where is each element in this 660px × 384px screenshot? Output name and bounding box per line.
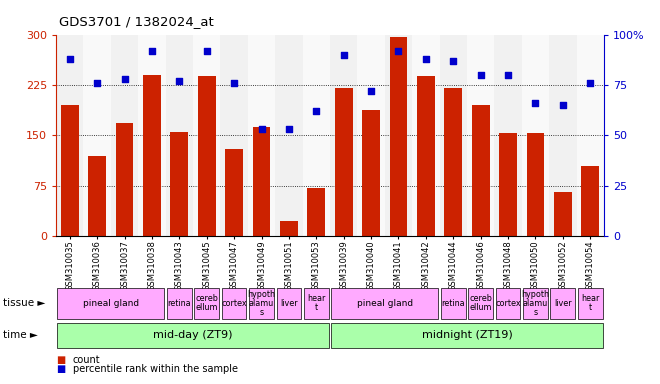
- Bar: [193, 35, 220, 236]
- Text: hear
t: hear t: [307, 295, 325, 312]
- Bar: [220, 35, 248, 236]
- Bar: [143, 75, 161, 236]
- Bar: [56, 35, 83, 236]
- Bar: [549, 35, 577, 236]
- Text: retina: retina: [442, 299, 465, 308]
- Text: pineal gland: pineal gland: [356, 299, 413, 308]
- Bar: [170, 132, 188, 236]
- Bar: [115, 123, 133, 236]
- Text: cereb
ellum: cereb ellum: [469, 295, 492, 312]
- Bar: [225, 149, 243, 236]
- Point: [311, 108, 321, 114]
- Text: cortex: cortex: [221, 299, 247, 308]
- Bar: [440, 35, 467, 236]
- Point: [174, 78, 185, 84]
- Bar: [444, 88, 462, 236]
- Bar: [527, 133, 544, 236]
- Bar: [385, 35, 412, 236]
- Bar: [138, 35, 166, 236]
- Bar: [554, 192, 572, 236]
- Text: ■: ■: [56, 355, 65, 365]
- Bar: [280, 221, 298, 236]
- Bar: [577, 35, 604, 236]
- Bar: [362, 110, 380, 236]
- Bar: [467, 35, 494, 236]
- Bar: [358, 35, 385, 236]
- Text: mid-day (ZT9): mid-day (ZT9): [153, 330, 233, 340]
- Point: [393, 48, 404, 54]
- Text: liver: liver: [280, 299, 298, 308]
- Text: hypoth
alamu
s: hypoth alamu s: [521, 290, 549, 317]
- Bar: [83, 35, 111, 236]
- Text: hear
t: hear t: [581, 295, 599, 312]
- Text: hypoth
alamu
s: hypoth alamu s: [248, 290, 275, 317]
- Point: [92, 80, 102, 86]
- Text: ■: ■: [56, 364, 65, 374]
- Text: count: count: [73, 355, 100, 365]
- Bar: [308, 188, 325, 236]
- Point: [201, 48, 212, 54]
- Bar: [499, 133, 517, 236]
- Point: [339, 52, 349, 58]
- Bar: [330, 35, 358, 236]
- Point: [558, 102, 568, 108]
- Text: percentile rank within the sample: percentile rank within the sample: [73, 364, 238, 374]
- Bar: [166, 35, 193, 236]
- Text: pineal gland: pineal gland: [82, 299, 139, 308]
- Point: [147, 48, 157, 54]
- Text: liver: liver: [554, 299, 572, 308]
- Bar: [198, 76, 216, 236]
- Bar: [275, 35, 302, 236]
- Point: [448, 58, 459, 64]
- Point: [229, 80, 240, 86]
- Bar: [88, 156, 106, 236]
- Point: [284, 126, 294, 132]
- Bar: [389, 36, 407, 236]
- Text: cortex: cortex: [495, 299, 521, 308]
- Bar: [412, 35, 440, 236]
- Bar: [521, 35, 549, 236]
- Bar: [472, 105, 490, 236]
- Point: [256, 126, 267, 132]
- Point: [530, 100, 541, 106]
- Point: [420, 56, 431, 62]
- Bar: [61, 105, 79, 236]
- Bar: [111, 35, 138, 236]
- Bar: [335, 88, 352, 236]
- Bar: [417, 76, 435, 236]
- Bar: [581, 166, 599, 236]
- Point: [503, 72, 513, 78]
- Point: [65, 56, 75, 62]
- Text: time ►: time ►: [3, 330, 38, 340]
- Point: [366, 88, 376, 94]
- Point: [475, 72, 486, 78]
- Text: tissue ►: tissue ►: [3, 298, 46, 308]
- Bar: [248, 35, 275, 236]
- Text: GDS3701 / 1382024_at: GDS3701 / 1382024_at: [59, 15, 214, 28]
- Text: retina: retina: [168, 299, 191, 308]
- Text: midnight (ZT19): midnight (ZT19): [422, 330, 512, 340]
- Text: cereb
ellum: cereb ellum: [195, 295, 218, 312]
- Point: [119, 76, 130, 82]
- Bar: [494, 35, 521, 236]
- Point: [585, 80, 595, 86]
- Bar: [253, 127, 271, 236]
- Bar: [302, 35, 330, 236]
